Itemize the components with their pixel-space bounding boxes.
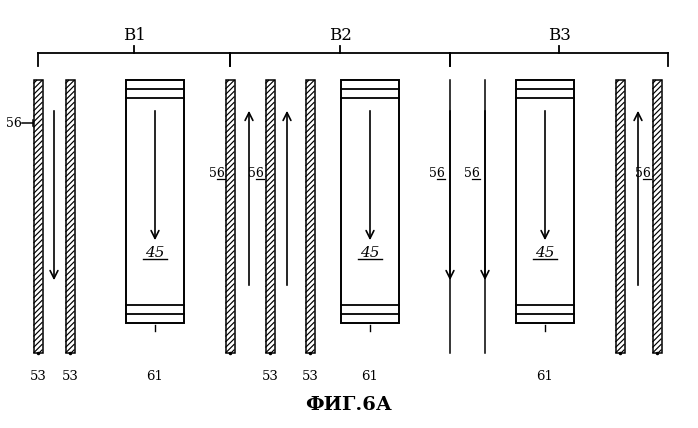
Bar	[306, 80, 315, 353]
Bar	[616, 80, 625, 353]
Text: 61: 61	[362, 370, 378, 383]
Text: 56: 56	[429, 166, 445, 179]
Bar	[225, 80, 235, 353]
Text: 61: 61	[147, 370, 163, 383]
Bar	[516, 80, 574, 323]
Text: 53: 53	[262, 370, 279, 383]
Text: ФИГ.6А: ФИГ.6А	[306, 396, 392, 414]
Bar	[341, 80, 399, 323]
Text: 56: 56	[248, 166, 264, 179]
Bar	[126, 80, 184, 323]
Bar	[34, 80, 43, 353]
Text: 45: 45	[535, 246, 555, 260]
Text: 53: 53	[302, 370, 318, 383]
Text: 56: 56	[635, 166, 651, 179]
Bar	[66, 80, 75, 353]
Text: 53: 53	[61, 370, 78, 383]
Text: B2: B2	[329, 27, 351, 44]
Text: B1: B1	[123, 27, 145, 44]
Bar	[265, 80, 274, 353]
Text: 56: 56	[6, 116, 22, 130]
Text: 56: 56	[464, 166, 480, 179]
Text: 45: 45	[145, 246, 165, 260]
Text: B3: B3	[547, 27, 570, 44]
Text: 45: 45	[360, 246, 380, 260]
Text: 56: 56	[209, 166, 225, 179]
Text: 61: 61	[537, 370, 554, 383]
Text: 53: 53	[29, 370, 47, 383]
Bar	[653, 80, 662, 353]
